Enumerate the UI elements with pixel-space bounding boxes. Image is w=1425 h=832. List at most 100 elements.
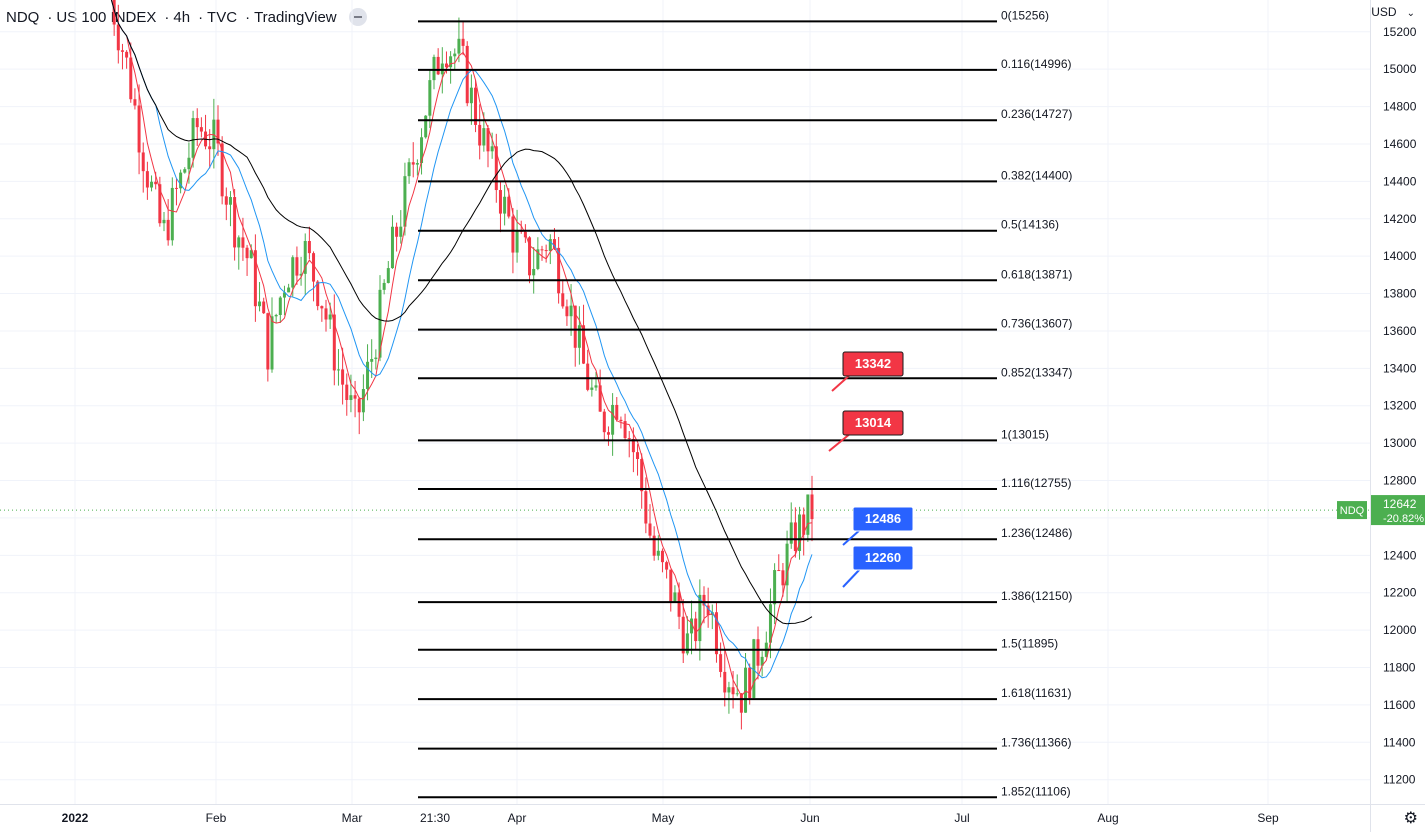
fib-level-label: 0.852(13347) bbox=[1001, 365, 1072, 379]
candle-body bbox=[436, 56, 440, 75]
candle-body bbox=[349, 395, 353, 400]
candle-body bbox=[287, 287, 291, 293]
symbol-tag bbox=[1337, 501, 1367, 520]
candle-body bbox=[253, 250, 257, 307]
candle-body bbox=[183, 169, 187, 173]
y-tick-label: 14000 bbox=[1383, 249, 1417, 263]
fib-level-label: 0.116(14996) bbox=[1001, 57, 1072, 71]
candle-body bbox=[378, 289, 382, 358]
candle-body bbox=[270, 316, 274, 370]
candle-body bbox=[399, 226, 403, 237]
fib-level-label: 0.236(14727) bbox=[1001, 107, 1072, 121]
candle-body bbox=[345, 384, 349, 400]
callout-box bbox=[842, 410, 904, 436]
candle-body bbox=[739, 693, 743, 713]
fib-level-label: 1.5(11895) bbox=[1001, 637, 1058, 651]
callout-pointer bbox=[842, 567, 862, 588]
candle-body bbox=[669, 569, 673, 602]
candle-body bbox=[665, 562, 669, 570]
candle-body bbox=[303, 241, 307, 274]
candle-body bbox=[660, 550, 664, 563]
candle-body bbox=[623, 421, 627, 439]
candle-body bbox=[195, 118, 199, 128]
candle-body bbox=[444, 63, 448, 68]
candle-body bbox=[478, 124, 482, 146]
y-tick-label: 15200 bbox=[1383, 25, 1417, 39]
candle-body bbox=[154, 181, 158, 185]
moving-average-slow bbox=[110, 0, 813, 625]
candle-body bbox=[673, 592, 677, 602]
candle-body bbox=[199, 127, 203, 132]
candle-body bbox=[224, 196, 228, 205]
candle-body bbox=[494, 146, 498, 191]
candle-body bbox=[540, 249, 544, 251]
collapse-icon[interactable] bbox=[348, 8, 367, 26]
candle-body bbox=[698, 594, 702, 642]
candle-body bbox=[469, 87, 473, 104]
candle-body bbox=[237, 237, 241, 248]
fib-level-label: 1.852(11106) bbox=[1001, 784, 1071, 798]
candle-body bbox=[336, 369, 340, 371]
callout-box bbox=[852, 545, 914, 571]
y-tick-label: 11400 bbox=[1383, 735, 1416, 749]
x-tick-label: 2022 bbox=[62, 811, 89, 825]
candle-body bbox=[390, 226, 394, 269]
callout-label: 13342 bbox=[855, 356, 891, 371]
candle-body bbox=[274, 314, 278, 317]
candle-body bbox=[731, 687, 735, 695]
candle-body bbox=[611, 404, 615, 435]
candle-body bbox=[191, 118, 195, 158]
candle-body bbox=[652, 535, 656, 556]
callout-pointer bbox=[831, 373, 852, 392]
candle-body bbox=[748, 667, 752, 698]
candle-body bbox=[752, 639, 756, 698]
candle-body bbox=[565, 306, 569, 317]
y-tick-label: 13200 bbox=[1383, 399, 1417, 413]
symbol-ticker[interactable]: NDQ bbox=[6, 8, 40, 26]
candle-body bbox=[802, 514, 806, 535]
interval-label[interactable]: 4h bbox=[173, 8, 191, 26]
candle-body bbox=[781, 570, 785, 586]
x-tick-label: Jul bbox=[954, 811, 969, 825]
y-tick-label: 12800 bbox=[1383, 474, 1417, 488]
candle-body bbox=[706, 605, 710, 615]
source-label: TVC bbox=[207, 8, 238, 26]
callout-pointer bbox=[842, 528, 862, 546]
currency-selector[interactable]: USD ⌄ bbox=[1371, 5, 1415, 19]
candle-body bbox=[798, 514, 802, 551]
candle-body bbox=[187, 157, 191, 170]
separator-dot: · bbox=[164, 8, 170, 26]
candle-body bbox=[258, 301, 262, 307]
candle-body bbox=[216, 119, 220, 144]
candle-body bbox=[411, 162, 415, 165]
candle-body bbox=[461, 38, 465, 46]
candle-body bbox=[544, 250, 548, 252]
candle-body bbox=[233, 197, 237, 248]
last-price-value: 12642 bbox=[1383, 497, 1417, 511]
candle-body bbox=[299, 273, 303, 276]
candle-body bbox=[420, 137, 424, 164]
candle-body bbox=[432, 56, 436, 81]
settings-gear-icon[interactable]: ⚙ bbox=[1403, 810, 1418, 827]
candle-body bbox=[241, 237, 245, 248]
y-tick-label: 11600 bbox=[1383, 698, 1416, 712]
candle-body bbox=[582, 325, 586, 364]
candle-body bbox=[449, 56, 453, 68]
candle-body bbox=[415, 163, 419, 165]
y-tick-label: 13600 bbox=[1383, 324, 1417, 338]
x-tick-label: 21:30 bbox=[420, 811, 450, 825]
candle-body bbox=[490, 146, 494, 152]
callout-label: 12486 bbox=[865, 511, 901, 526]
candle-body bbox=[806, 494, 810, 535]
candle-body bbox=[170, 187, 174, 241]
candle-body bbox=[810, 494, 814, 520]
candle-body bbox=[503, 196, 507, 214]
x-tick-label: Mar bbox=[342, 811, 363, 825]
candle-body bbox=[370, 359, 374, 362]
x-tick-label: Sep bbox=[1257, 811, 1279, 825]
separator-dot: · bbox=[198, 8, 204, 26]
candle-body bbox=[777, 570, 781, 572]
candle-body bbox=[120, 50, 124, 52]
candle-body bbox=[312, 253, 316, 282]
